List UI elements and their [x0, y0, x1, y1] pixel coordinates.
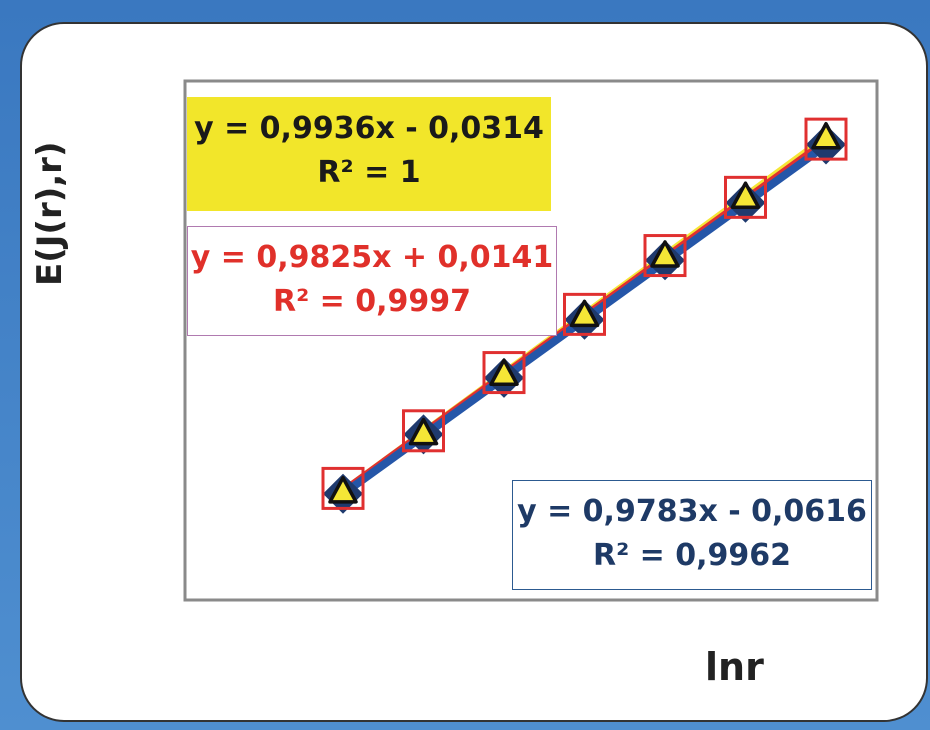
- triangle-point: [328, 476, 358, 504]
- r2-yellow: R² = 1: [317, 155, 421, 190]
- square-point: [724, 175, 767, 219]
- triangle-point: [650, 240, 680, 268]
- triangle-point: [811, 122, 841, 150]
- triangle-point: [408, 417, 439, 446]
- triangle-point: [569, 299, 600, 328]
- equation-box-blue: y = 0,9783x - 0,0616 R² = 0,9962: [512, 480, 872, 590]
- square-point: [804, 117, 848, 161]
- data-markers: [321, 117, 848, 514]
- equation-yellow: y = 0,9936x - 0,0314: [194, 111, 544, 146]
- square-point: [482, 351, 526, 395]
- square-point: [643, 234, 687, 278]
- equation-blue: y = 0,9783x - 0,0616: [517, 494, 867, 529]
- r2-red: R² = 0,9997: [272, 284, 472, 319]
- equation-red: y = 0,9825x + 0,0141: [190, 240, 554, 275]
- x-axis-label: lnr: [705, 645, 764, 689]
- r2-blue: R² = 0,9962: [592, 538, 792, 573]
- equation-box-red: y = 0,9825x + 0,0141 R² = 0,9997: [187, 226, 557, 336]
- triangle-point: [489, 358, 519, 386]
- square-point: [563, 292, 606, 336]
- equation-box-yellow: y = 0,9936x - 0,0314 R² = 1: [187, 97, 551, 211]
- triangle-point: [730, 181, 761, 209]
- y-axis-label: E(J(r),r): [30, 141, 70, 286]
- square-point: [321, 466, 365, 510]
- square-point: [402, 409, 445, 453]
